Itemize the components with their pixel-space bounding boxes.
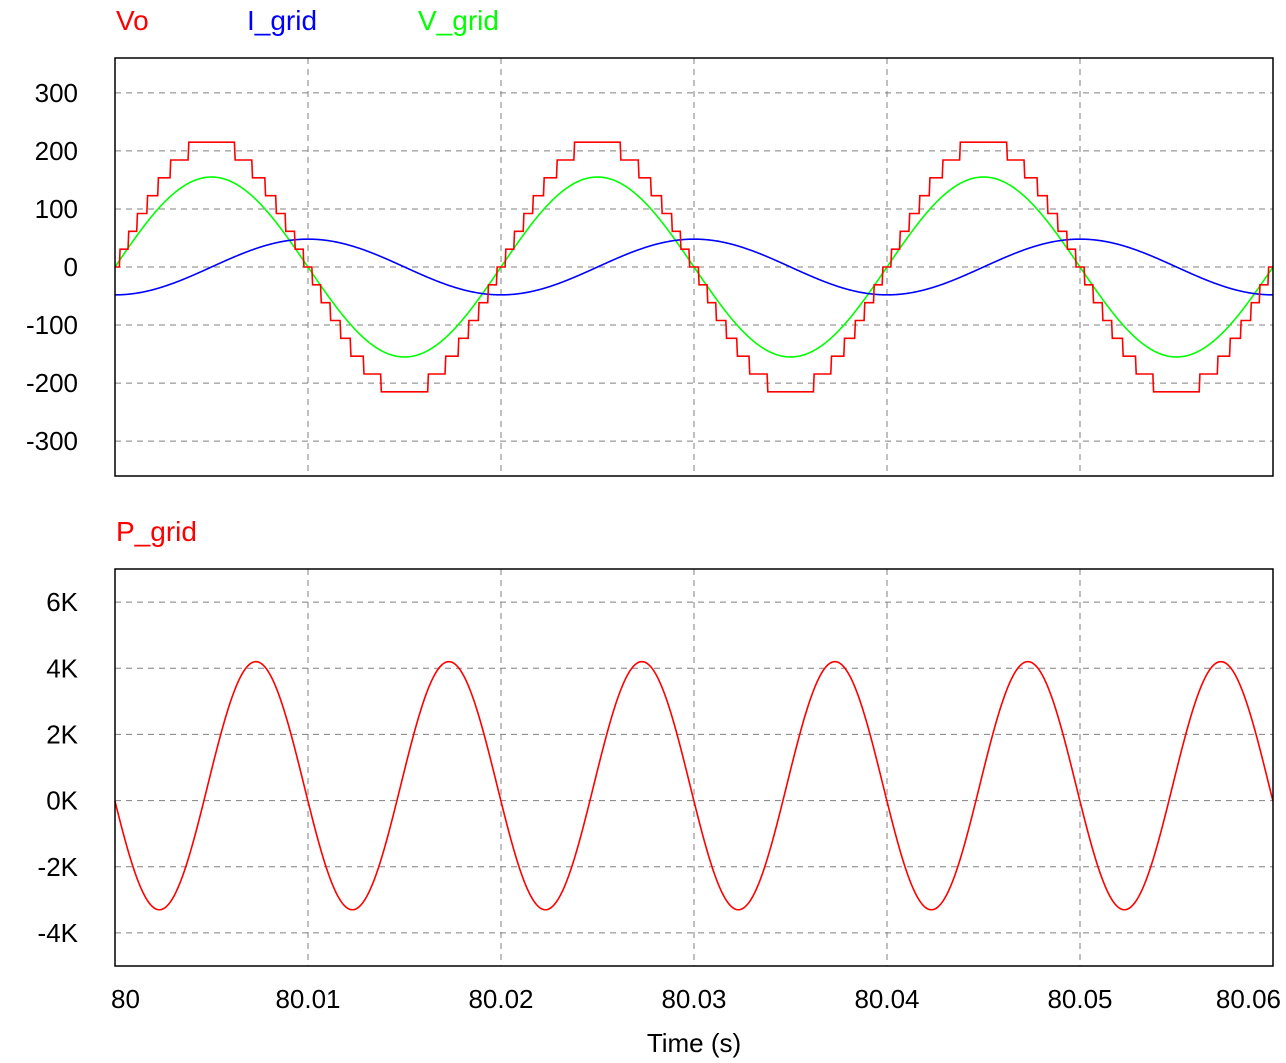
legend-i-grid: I_grid [247,5,317,36]
x-tick-label: 80.01 [275,984,340,1014]
trace-i-grid [114,238,1274,296]
x-tick-label: 80.05 [1047,984,1112,1014]
y-tick-label: 6K [46,587,78,617]
x-tick-label: 80.02 [468,984,533,1014]
y-tick-label: 0K [46,786,78,816]
bottom-plot-frame [114,568,1274,967]
y-tick-label: -300 [26,426,78,456]
trace-p-grid [114,660,1274,911]
x-tick-label: 80 [111,984,140,1014]
y-tick-label: 100 [35,194,78,224]
y-tick-label: -2K [38,852,79,882]
legend-p-grid: P_grid [116,516,197,547]
x-tick-labels: 80 80.01 80.02 80.03 80.04 80.05 80.06 [111,984,1281,1014]
trace-vo [115,141,1273,393]
y-tick-label: -100 [26,310,78,340]
x-tick-label: 80.03 [661,984,726,1014]
bottom-plot-traces [114,660,1274,911]
y-tick-label: -4K [38,918,79,948]
legend-v-grid: V_grid [418,5,499,36]
top-plot-frame [114,57,1274,477]
top-y-tick-labels: 300 200 100 0 -100 -200 -300 [26,78,78,456]
legend-vo: Vo [116,5,149,36]
y-tick-label: 0 [64,252,78,282]
bottom-plot-grid [115,569,1273,966]
y-tick-label: 200 [35,136,78,166]
top-plot-traces [114,141,1274,393]
y-tick-label: 4K [46,653,78,683]
y-tick-label: -200 [26,368,78,398]
bottom-y-tick-labels: 6K 4K 2K 0K -2K -4K [38,587,79,948]
x-axis-label: Time (s) [647,1028,741,1058]
x-tick-label: 80.04 [854,984,919,1014]
y-tick-label: 2K [46,719,78,749]
x-tick-label: 80.06 [1216,984,1281,1014]
y-tick-label: 300 [35,78,78,108]
